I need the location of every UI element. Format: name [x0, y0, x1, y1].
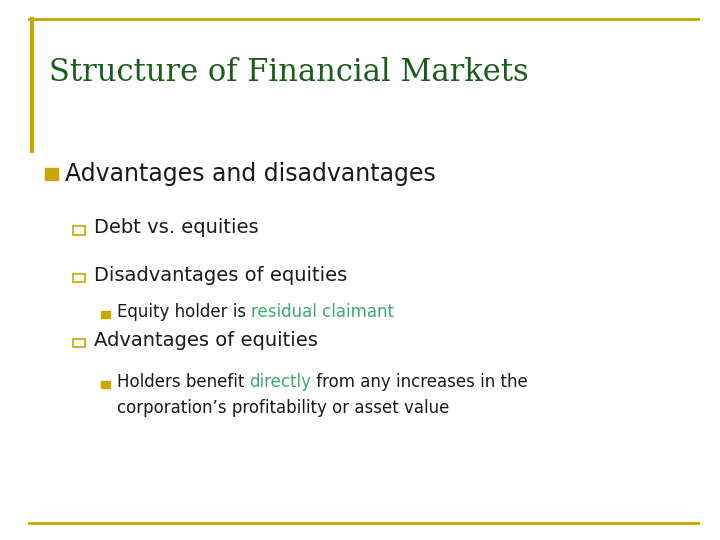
Text: Holders benefit: Holders benefit [117, 373, 249, 392]
Text: directly: directly [249, 373, 311, 392]
Text: Advantages and disadvantages: Advantages and disadvantages [65, 163, 436, 186]
Text: corporation’s profitability or asset value: corporation’s profitability or asset val… [117, 399, 449, 417]
Text: Disadvantages of equities: Disadvantages of equities [94, 266, 347, 285]
Text: Debt vs. equities: Debt vs. equities [94, 218, 258, 238]
Text: residual claimant: residual claimant [251, 303, 394, 321]
Text: Structure of Financial Markets: Structure of Financial Markets [49, 57, 528, 89]
Text: Equity holder is: Equity holder is [117, 303, 251, 321]
Text: Advantages of equities: Advantages of equities [94, 330, 318, 350]
Text: from any increases in the: from any increases in the [311, 373, 528, 392]
